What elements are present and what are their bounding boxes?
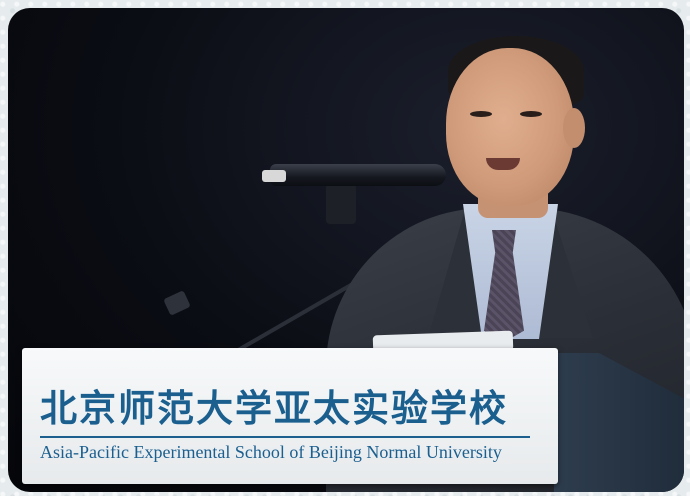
podium-divider [40, 436, 530, 438]
school-name-chinese: 北京师范大学亚太实验学校 [40, 386, 508, 430]
speaker-ear [563, 108, 585, 148]
speaker-eye-left [470, 111, 492, 117]
microphone-tip [262, 170, 286, 182]
mic-clip [326, 184, 356, 224]
speaker-eye-right [520, 111, 542, 117]
podium-front: 北京师范大学亚太实验学校 Asia-Pacific Experimental S… [22, 348, 558, 484]
speaker-mouth [486, 158, 520, 170]
mic-stand-joint [163, 290, 191, 316]
microphone [270, 164, 446, 186]
speaker-face [446, 48, 574, 206]
speaker-photo: 北京师范大学亚太实验学校 Asia-Pacific Experimental S… [8, 8, 684, 492]
school-name-english: Asia-Pacific Experimental School of Beij… [40, 442, 502, 462]
